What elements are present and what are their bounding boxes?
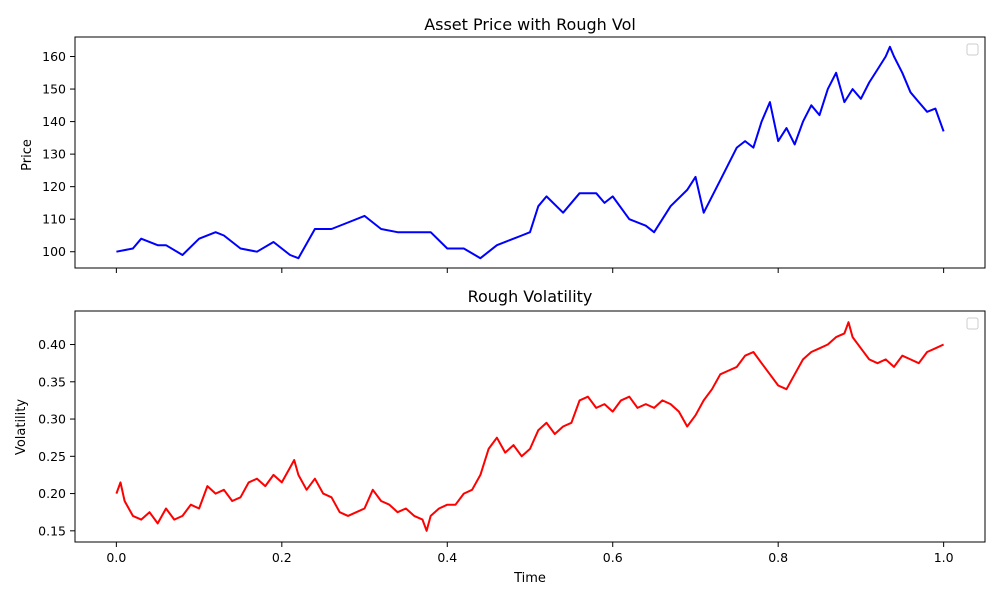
price-subplot: Asset Price with Rough Vol Price 1001101… [20, 15, 986, 273]
volatility-y-tick-label: 0.35 [38, 374, 66, 389]
volatility-y-tick-label: 0.40 [38, 337, 66, 352]
volatility-x-tick-label: 0.8 [768, 550, 788, 565]
price-y-tick-label: 160 [42, 49, 66, 64]
volatility-y-axis-label: Volatility [14, 399, 29, 455]
price-legend-box [966, 43, 979, 56]
price-y-tick-label: 120 [42, 179, 66, 194]
volatility-legend-box [966, 317, 979, 330]
volatility-plot-frame [74, 310, 986, 543]
volatility-x-tick-label: 0.4 [437, 550, 457, 565]
time-x-axis-label: Time [513, 571, 546, 586]
volatility-x-tick-label: 0.6 [603, 550, 623, 565]
price-y-axis-label: Price [20, 139, 35, 171]
volatility-y-tick-label: 0.30 [38, 412, 66, 427]
volatility-series-line [115, 321, 945, 532]
price-y-tick-label: 110 [42, 212, 66, 227]
price-chart-title: Asset Price with Rough Vol [424, 15, 636, 34]
price-y-tick-label: 130 [42, 147, 66, 162]
volatility-y-tick-label: 0.25 [38, 449, 66, 464]
price-y-tick-label: 150 [42, 82, 66, 97]
price-series-layer [116, 45, 945, 260]
price-series-line [116, 45, 945, 260]
price-ticks: 100 110 120 130 140 150 160 [42, 49, 945, 273]
volatility-series-layer [115, 321, 945, 532]
volatility-x-tick-label: 0.2 [272, 550, 292, 565]
volatility-x-tick-label: 0.0 [106, 550, 126, 565]
volatility-x-tick-label: 1.0 [934, 550, 954, 565]
volatility-y-tick-label: 0.15 [38, 523, 66, 538]
volatility-subplot: Rough Volatility Volatility Time 0.0 0.2 0… [14, 287, 986, 586]
price-y-tick-label: 100 [42, 244, 66, 259]
volatility-y-tick-label: 0.20 [38, 486, 66, 501]
price-plot-frame [74, 36, 986, 269]
volatility-chart-title: Rough Volatility [468, 287, 593, 306]
volatility-ticks: 0.0 0.2 0.4 0.6 0.8 1.0 0.15 0.20 0.25 0.30 0.35 0.… [38, 337, 953, 565]
price-y-tick-label: 140 [42, 114, 66, 129]
